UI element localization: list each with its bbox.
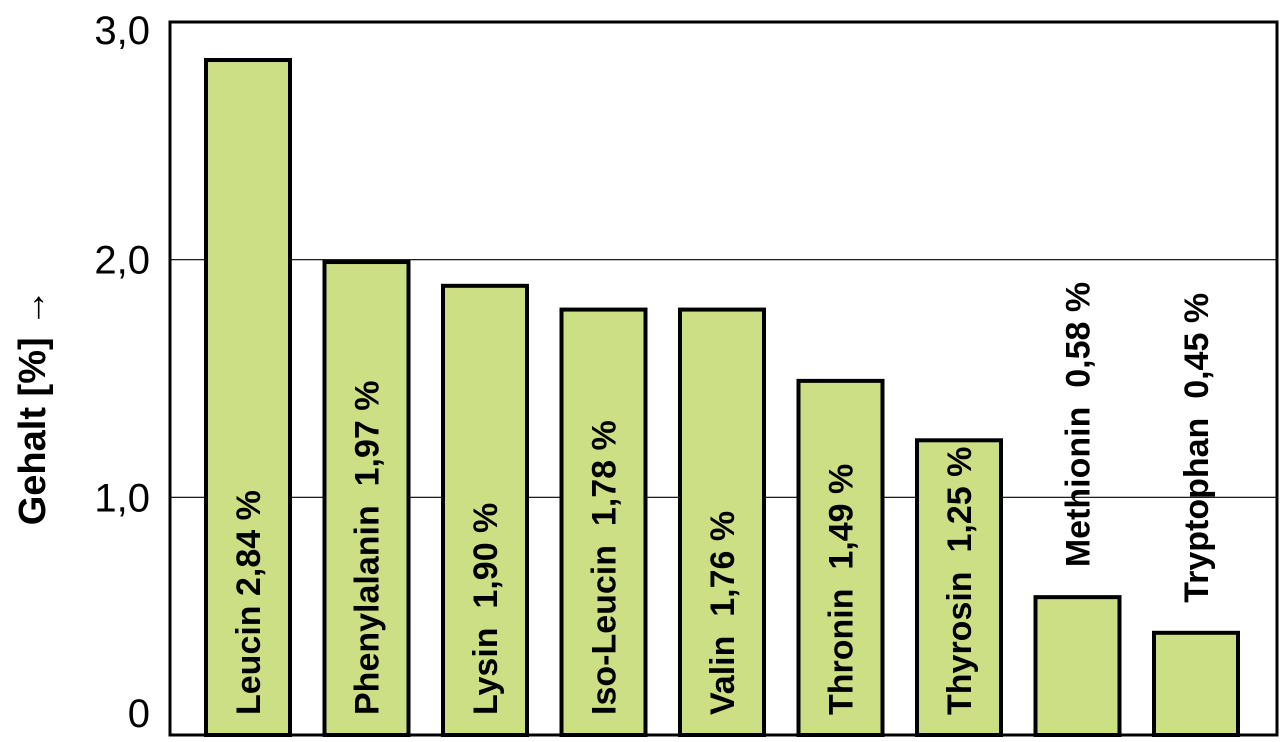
bar-labels: Leucin 2,84 % Phenylalanin 1,97 % Lysin 1,… bbox=[230, 282, 1216, 715]
bar-label-tryptophan: Tryptophan 0,45 % bbox=[1178, 293, 1216, 603]
bar-label-valin: Valin 1,76 % bbox=[704, 511, 742, 715]
bar-thyrosin bbox=[915, 438, 1003, 737]
bar-valin bbox=[678, 307, 766, 737]
y-axis-ticks: 0 1,0 2,0 3,0 bbox=[94, 9, 150, 736]
y-tick-label: 0 bbox=[128, 692, 150, 736]
bar-leucin bbox=[204, 58, 292, 737]
y-tick-label: 3,0 bbox=[94, 9, 150, 53]
bar-lysin bbox=[441, 283, 529, 737]
y-tick-label: 2,0 bbox=[94, 239, 150, 283]
bar-label-lysin: Lysin 1,90 % bbox=[467, 503, 505, 715]
bar-iso-leucin bbox=[559, 307, 648, 737]
y-axis-label: Gehalt [%] → bbox=[12, 289, 54, 525]
bars bbox=[204, 58, 1240, 738]
bar-methionin bbox=[1033, 595, 1122, 737]
bar-label-leucin: Leucin 2,84 % bbox=[230, 490, 268, 715]
bar-thronin bbox=[796, 378, 885, 737]
bar-phenylalanin bbox=[322, 260, 411, 737]
bar-label-thyrosin: Thyrosin 1,25 % bbox=[941, 447, 979, 715]
y-tick-label: 1,0 bbox=[94, 476, 150, 520]
plot-area-frame bbox=[168, 20, 1279, 737]
bar-tryptophan bbox=[1152, 630, 1240, 738]
bar-label-iso-leucin: Iso-Leucin 1,78 % bbox=[586, 420, 624, 715]
bar-label-methionin: Methionin 0,58 % bbox=[1060, 282, 1098, 567]
bar-label-phenylalanin: Phenylalanin 1,97 % bbox=[349, 381, 387, 715]
bar-label-thronin: Thronin 1,49 % bbox=[823, 464, 861, 715]
